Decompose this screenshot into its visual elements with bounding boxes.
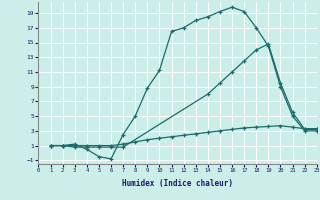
X-axis label: Humidex (Indice chaleur): Humidex (Indice chaleur) — [122, 179, 233, 188]
